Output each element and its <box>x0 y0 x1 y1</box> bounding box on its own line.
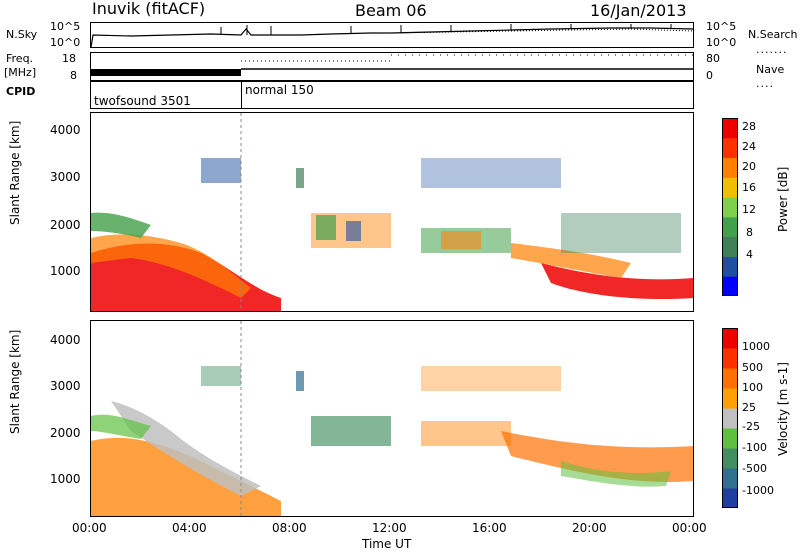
cpid-label: CPID <box>6 85 36 98</box>
nsky-panel <box>90 22 694 48</box>
velocity-ytick-1000: 1000 <box>50 472 81 486</box>
cpid-mode-1: twofsound 3501 <box>94 94 191 108</box>
nave-tick-top: 80 <box>706 52 720 65</box>
velocity-cb-tick-100: 100 <box>742 381 763 394</box>
nsearch-tick-bottom: 10^0 <box>706 36 737 49</box>
freq-tick-bottom: 8 <box>70 69 77 82</box>
x-axis-label: Time UT <box>362 537 412 551</box>
velocity-panel <box>90 320 694 517</box>
velocity-cb-tick-minus1000: -1000 <box>742 484 774 497</box>
velocity-colorbar-segment <box>722 388 738 409</box>
power-cb-tick-24: 24 <box>742 140 756 153</box>
velocity-ytick-4000: 4000 <box>50 333 81 347</box>
velocity-colorbar-segment <box>722 468 738 489</box>
nsky-tick-bottom: 10^0 <box>50 36 81 49</box>
cpid-divider <box>241 82 242 108</box>
freq-unit-label: [MHz] <box>4 66 37 79</box>
power-ytick-1000: 1000 <box>50 264 81 278</box>
station-title: Inuvik (fitACF) <box>92 0 206 18</box>
cpid-panel: twofsound 3501 normal 150 <box>90 81 694 109</box>
power-cb-tick-8: 8 <box>746 226 753 239</box>
freq-tick-top: 18 <box>62 52 76 65</box>
velocity-cb-tick-minus100: -100 <box>742 441 767 454</box>
power-colorbar <box>722 118 738 297</box>
power-colorbar-label: Power [dB] <box>776 166 790 232</box>
nsky-tick-top: 10^5 <box>50 20 81 33</box>
power-colorbar-segment <box>722 236 738 257</box>
cpid-mode-2: normal 150 <box>245 83 314 97</box>
velocity-colorbar-segment <box>722 348 738 369</box>
velocity-colorbar-segment <box>722 328 738 349</box>
velocity-colorbar <box>722 328 738 509</box>
velocity-colorbar-segment <box>722 428 738 449</box>
nsearch-label: N.Search <box>748 28 798 41</box>
nave-label: Nave <box>756 63 785 76</box>
power-panel <box>90 112 694 312</box>
beam-title: Beam 06 <box>355 1 427 20</box>
power-cb-tick-4: 4 <box>746 248 753 261</box>
power-ytick-3000: 3000 <box>50 170 81 184</box>
velocity-ytick-3000: 3000 <box>50 379 81 393</box>
power-ytick-2000: 2000 <box>50 218 81 232</box>
power-colorbar-segment <box>722 157 738 178</box>
velocity-colorbar-segment <box>722 488 738 509</box>
power-colorbar-segment <box>722 118 738 139</box>
freq-label: Freq. <box>6 52 34 65</box>
nsky-trace <box>90 24 694 48</box>
velocity-cb-tick-minus500: -500 <box>742 462 767 475</box>
velocity-colorbar-label: Velocity [m s-1] <box>776 362 790 456</box>
xtick-0000-start: 00:00 <box>72 521 107 535</box>
velocity-cb-tick-500: 500 <box>742 361 763 374</box>
velocity-colorbar-border <box>722 328 738 508</box>
nsearch-legend-dots: ....... <box>756 43 788 56</box>
power-plot <box>91 113 693 311</box>
xtick-0400: 04:00 <box>172 521 207 535</box>
power-colorbar-segment <box>722 137 738 159</box>
power-ylabel: Slant Range [km] <box>8 120 22 225</box>
xtick-0000-end: 00:00 <box>672 521 707 535</box>
velocity-cb-tick-minus25: -25 <box>742 420 760 433</box>
power-colorbar-border <box>722 118 738 296</box>
power-colorbar-segment <box>722 256 738 277</box>
velocity-colorbar-segment <box>722 448 738 469</box>
velocity-colorbar-segment <box>722 408 738 429</box>
power-colorbar-segment <box>722 177 738 198</box>
velocity-data <box>91 366 693 516</box>
power-cb-tick-12: 12 <box>742 203 756 216</box>
power-data <box>91 158 693 311</box>
velocity-ylabel: Slant Range [km] <box>8 329 22 434</box>
velocity-ytick-2000: 2000 <box>50 426 81 440</box>
date-title: 16/Jan/2013 <box>590 1 687 20</box>
velocity-colorbar-segment <box>722 368 738 389</box>
velocity-cb-tick-1000: 1000 <box>742 340 770 353</box>
power-colorbar-segment <box>722 276 738 297</box>
power-colorbar-segment <box>722 197 738 218</box>
xtick-1200: 12:00 <box>372 521 407 535</box>
nave-tick-bottom: 0 <box>706 69 713 82</box>
nsky-label: N.Sky <box>6 28 38 41</box>
freq-trace <box>91 54 693 76</box>
power-cb-tick-16: 16 <box>742 181 756 194</box>
xtick-2000: 20:00 <box>572 521 607 535</box>
power-cb-tick-28: 28 <box>742 120 756 133</box>
freq-panel <box>90 52 694 81</box>
xtick-1600: 16:00 <box>472 521 507 535</box>
velocity-plot <box>91 321 693 516</box>
xtick-0800: 08:00 <box>272 521 307 535</box>
power-cb-tick-20: 20 <box>742 160 756 173</box>
nave-legend-dots: .... <box>756 77 774 90</box>
power-ytick-4000: 4000 <box>50 123 81 137</box>
nsearch-tick-top: 10^5 <box>706 20 737 33</box>
power-colorbar-segment <box>722 216 738 238</box>
velocity-cb-tick-25: 25 <box>742 401 756 414</box>
